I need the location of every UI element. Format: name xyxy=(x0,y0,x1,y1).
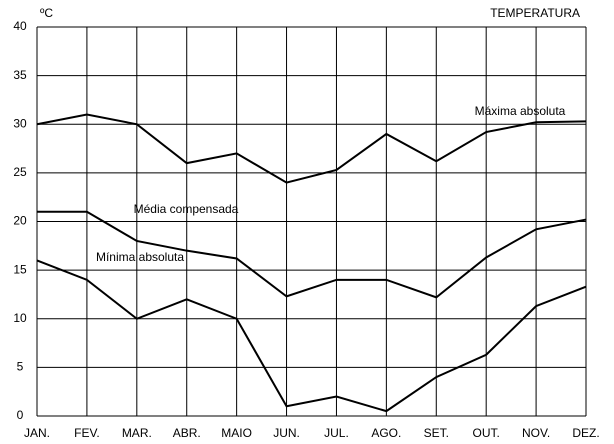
y-tick-label: 25 xyxy=(13,165,27,179)
series-line xyxy=(36,259,587,413)
y-tick-label: 5 xyxy=(17,360,24,374)
series-label: Média compensada xyxy=(134,202,239,216)
x-tick-label: DEZ. xyxy=(572,426,599,440)
x-tick-label: MAR. xyxy=(122,426,152,440)
y-tick-label: 10 xyxy=(13,311,27,325)
y-tick-label: 30 xyxy=(13,116,27,130)
x-tick-label: AGO. xyxy=(371,426,401,440)
x-tick-label: JUN. xyxy=(273,426,300,440)
y-tick-label: 0 xyxy=(17,408,24,422)
x-tick-label: ABR. xyxy=(173,426,201,440)
series-line xyxy=(36,113,587,184)
x-tick-label: JUL. xyxy=(324,426,349,440)
x-tick-label: FEV. xyxy=(74,426,100,440)
x-tick-label: SET. xyxy=(424,426,449,440)
x-tick-label: JAN. xyxy=(24,426,50,440)
chart-title: TEMPERATURA xyxy=(490,6,580,20)
x-tick-label: NOV. xyxy=(522,426,550,440)
x-tick-label: MAIO xyxy=(221,426,252,440)
y-tick-label: 15 xyxy=(13,262,27,276)
y-tick-label: 20 xyxy=(13,214,27,228)
y-unit: ºC xyxy=(40,6,53,20)
series-label: Máxima absoluta xyxy=(475,104,566,118)
x-tick-label: OUT. xyxy=(473,426,500,440)
series-line xyxy=(37,210,587,299)
y-tick-label: 35 xyxy=(13,68,27,82)
series-label: Mínima absoluta xyxy=(96,250,184,264)
y-tick-label: 40 xyxy=(13,19,27,33)
